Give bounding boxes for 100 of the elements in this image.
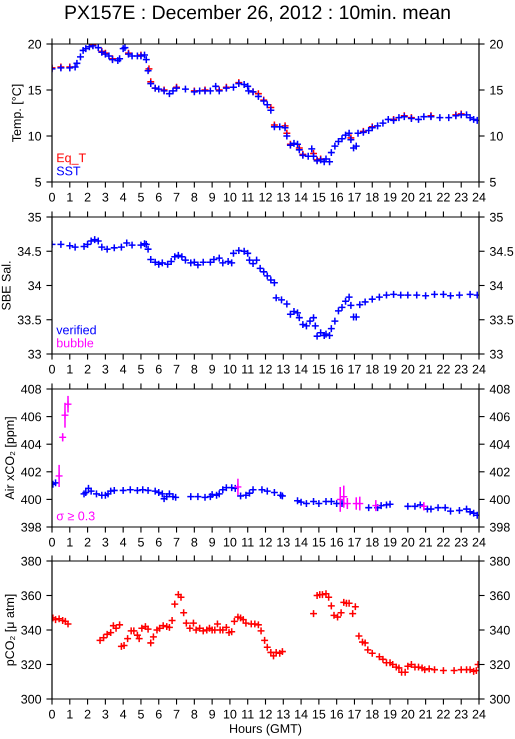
x-tick-label: 22	[437, 364, 450, 374]
y2-tick-label: 35	[490, 212, 503, 222]
y-tick-label: 398	[21, 522, 42, 532]
legend-label: bubble	[57, 338, 94, 348]
x-tick-label: 16	[330, 192, 344, 202]
x-tick-label: 22	[437, 192, 450, 202]
x-tick-label: 10	[224, 364, 236, 374]
x-tick-label: 24	[472, 364, 486, 374]
x-tick-label: 9	[209, 710, 216, 719]
x-tick-label: 15	[312, 538, 326, 547]
x-tick-label: 17	[348, 710, 361, 718]
x-tick-label: 23	[454, 364, 468, 374]
x-tick-label: 21	[419, 538, 432, 546]
x-tick-label: 1	[67, 710, 73, 718]
x-tick-label: 16	[330, 710, 344, 719]
x-tick-label: 15	[312, 192, 326, 202]
y-tick-label: 360	[21, 591, 42, 600]
x-tick-label: 21	[419, 364, 432, 374]
x-tick-label: 4	[120, 192, 126, 202]
x-tick-label: 10	[224, 538, 236, 547]
x-tick-label: 22	[437, 710, 450, 718]
y2-tick-label: 400	[490, 495, 510, 504]
y-tick-label: 5	[35, 178, 42, 187]
x-tick-label: 12	[260, 710, 272, 718]
x-tick-label: 12	[260, 538, 272, 546]
x-tick-label: 11	[242, 364, 254, 374]
x-tick-label: 12	[260, 192, 272, 202]
y-tick-label: 35	[28, 212, 42, 222]
y-axis-title: pCO₂ [μ atm]	[4, 594, 17, 666]
x-tick-label: 1	[67, 192, 73, 202]
x-tick-label: 17	[348, 192, 361, 202]
y-tick-label: 34.5	[18, 247, 42, 256]
y2-tick-label: 340	[490, 626, 510, 635]
x-tick-label: 19	[384, 538, 396, 547]
x-tick-label: 23	[454, 538, 468, 547]
x-tick-label: 2	[84, 710, 90, 718]
x-tick-label: 10	[224, 710, 236, 719]
y-tick-label: 340	[21, 626, 42, 635]
x-tick-label: 6	[156, 538, 162, 547]
y2-tick-label: 408	[490, 384, 510, 394]
x-tick-label: 9	[209, 364, 216, 374]
x-tick-label: 17	[348, 538, 361, 546]
x-tick-label: 10	[224, 192, 236, 202]
x-tick-label: 7	[174, 192, 180, 202]
x-tick-label: 19	[384, 192, 396, 202]
y2-tick-label: 34.5	[490, 247, 514, 256]
x-tick-label: 2	[84, 192, 90, 202]
y-tick-label: 400	[21, 495, 42, 504]
x-tick-label: 0	[49, 538, 55, 547]
x-tick-label: 6	[156, 364, 162, 374]
y-tick-label: 402	[21, 468, 41, 476]
x-tick-label: 21	[419, 192, 432, 202]
x-tick-label: 3	[102, 192, 108, 202]
x-tick-label: 11	[242, 192, 254, 202]
y2-tick-label: 10	[490, 132, 503, 141]
y-tick-label: 404	[21, 440, 42, 449]
x-tick-label: 2	[84, 538, 90, 546]
x-tick-label: 20	[402, 192, 414, 202]
x-tick-label: 14	[295, 192, 308, 202]
x-tick-label: 7	[174, 538, 180, 546]
y2-tick-label: 5	[490, 178, 496, 187]
y-axis-title: Temp. [°C]	[12, 84, 24, 142]
y2-tick-label: 300	[490, 694, 510, 704]
x-tick-label: 23	[454, 710, 468, 719]
y2-tick-label: 320	[490, 660, 510, 670]
x-tick-label: 21	[419, 710, 432, 718]
x-tick-label: 14	[295, 710, 308, 718]
x-tick-label: 18	[366, 364, 379, 374]
y2-tick-label: 402	[490, 468, 510, 476]
x-tick-label: 8	[191, 364, 198, 374]
y-axis-title: Air xCO₂ [ppm]	[4, 417, 17, 500]
x-tick-label: 4	[120, 538, 126, 546]
x-tick-label: 8	[191, 538, 198, 547]
x-tick-label: 18	[366, 192, 379, 202]
y2-tick-label: 380	[490, 556, 510, 566]
x-tick-label: 7	[174, 710, 180, 718]
x-tick-label: 0	[49, 364, 55, 374]
y2-tick-label: 404	[490, 440, 510, 449]
text: verified	[56, 325, 96, 334]
x-tick-label: 20	[402, 710, 414, 719]
x-tick-label: 18	[366, 710, 379, 719]
y-tick-label: 20	[28, 40, 42, 49]
x-tick-label: 11	[242, 710, 254, 718]
x-tick-label: 15	[312, 710, 326, 719]
y2-tick-label: 406	[490, 412, 510, 422]
x-tick-label: 13	[277, 538, 290, 547]
y2-tick-label: 34	[490, 281, 503, 290]
x-tick-label: 1	[67, 364, 73, 374]
y-tick-label: 10	[28, 132, 42, 141]
x-tick-label: 20	[402, 364, 414, 374]
x-tick-label: 14	[295, 538, 308, 546]
x-tick-label: 18	[366, 538, 379, 547]
y-tick-label: 408	[21, 384, 42, 394]
x-tick-label: 19	[384, 364, 396, 374]
x-tick-label: 14	[295, 364, 308, 374]
x-tick-label: 24	[472, 710, 486, 718]
x-tick-label: 5	[138, 710, 144, 719]
y-tick-label: 406	[21, 412, 42, 422]
x-tick-label: 7	[174, 364, 180, 374]
x-tick-label: 8	[191, 710, 198, 719]
